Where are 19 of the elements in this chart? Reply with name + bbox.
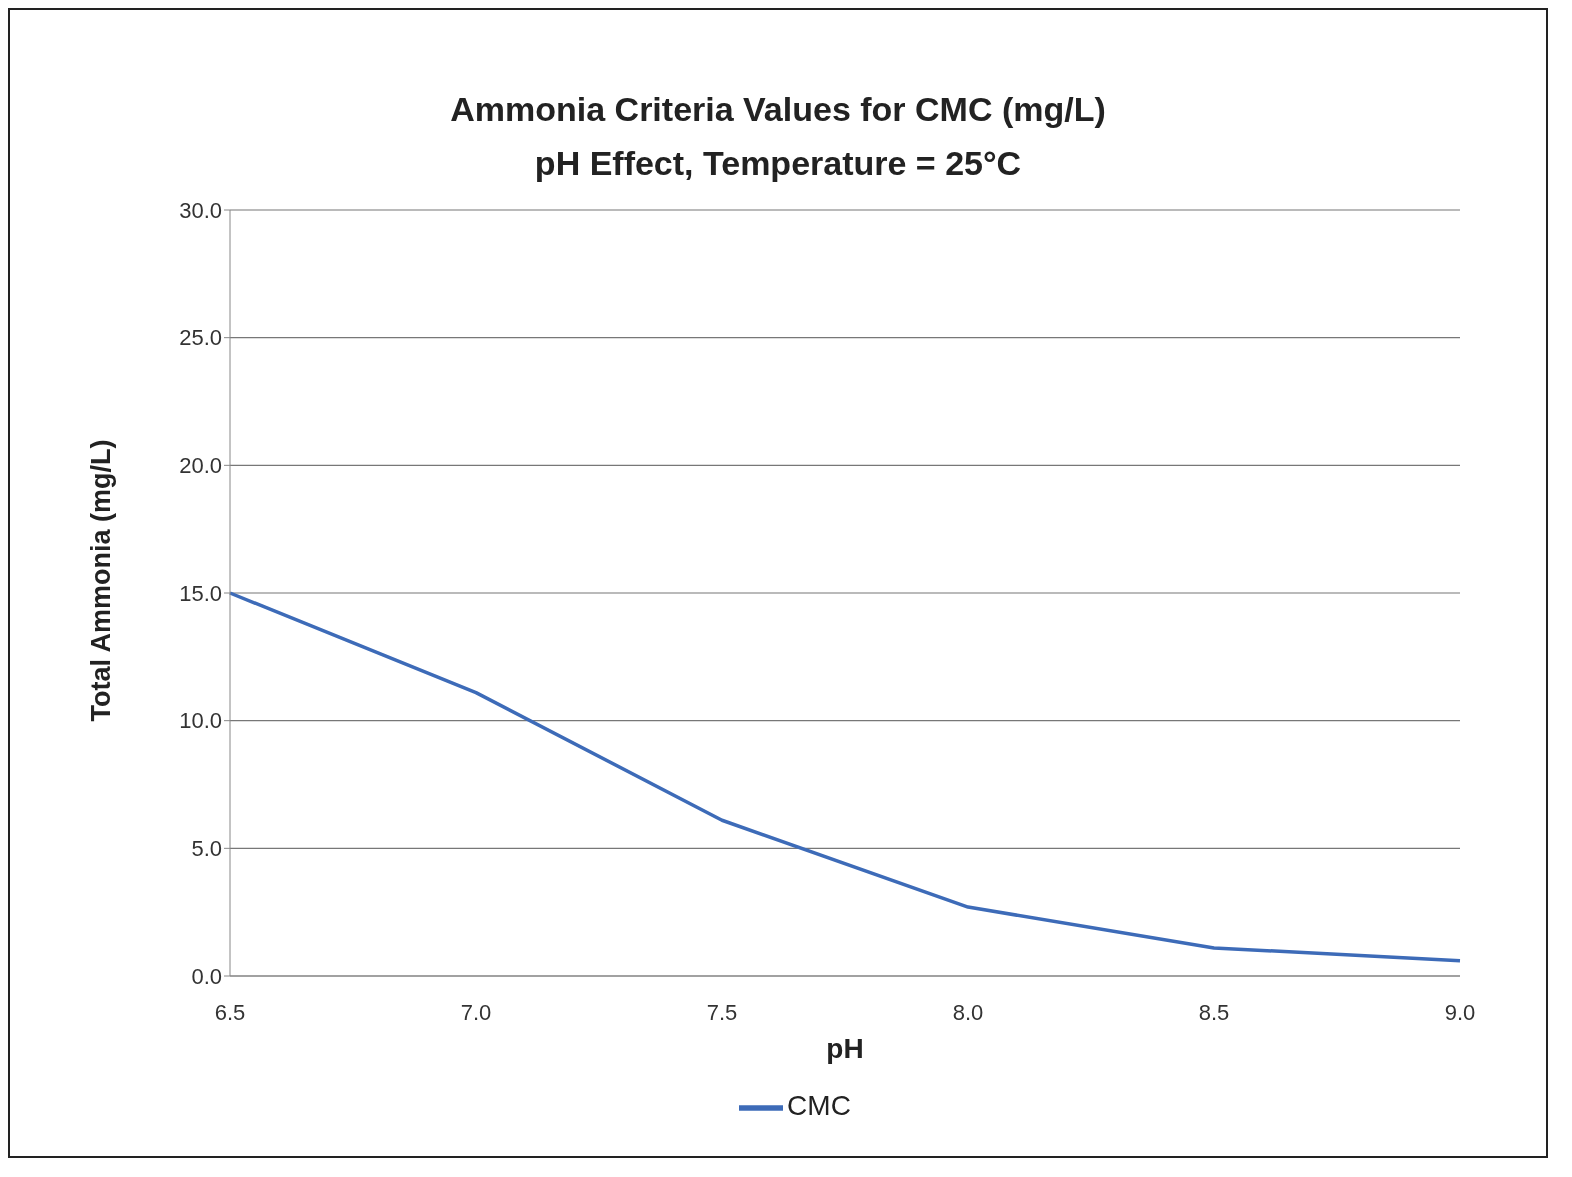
y-tick-label: 0.0 [191, 963, 222, 989]
y-tick-label: 15.0 [179, 580, 222, 606]
legend-label: CMC [787, 1090, 851, 1122]
x-tick-label: 7.0 [460, 999, 492, 1025]
x-axis-title: pH [826, 1033, 864, 1064]
y-tick-label: 30.0 [179, 197, 222, 223]
chart-subtitle: pH Effect, Temperature = 25°C [533, 143, 1023, 184]
line-series [228, 591, 1462, 963]
x-tick-label: 7.5 [706, 999, 738, 1025]
y-axis-title: Total Ammonia (mg/L) [86, 439, 118, 721]
y-tick-label: 5.0 [191, 836, 222, 862]
y-tick-label: 25.0 [179, 325, 222, 351]
x-tick-label: 6.5 [214, 999, 246, 1025]
y-tick-label: 20.0 [179, 453, 222, 479]
x-tick-label: 9.0 [1444, 999, 1476, 1025]
chart-title: Ammonia Criteria Values for CMC (mg/L) [449, 89, 1107, 130]
x-tick-label: 8.0 [952, 999, 984, 1025]
x-tick-label: 8.5 [1198, 999, 1230, 1025]
y-tick-label: 10.0 [179, 708, 222, 734]
